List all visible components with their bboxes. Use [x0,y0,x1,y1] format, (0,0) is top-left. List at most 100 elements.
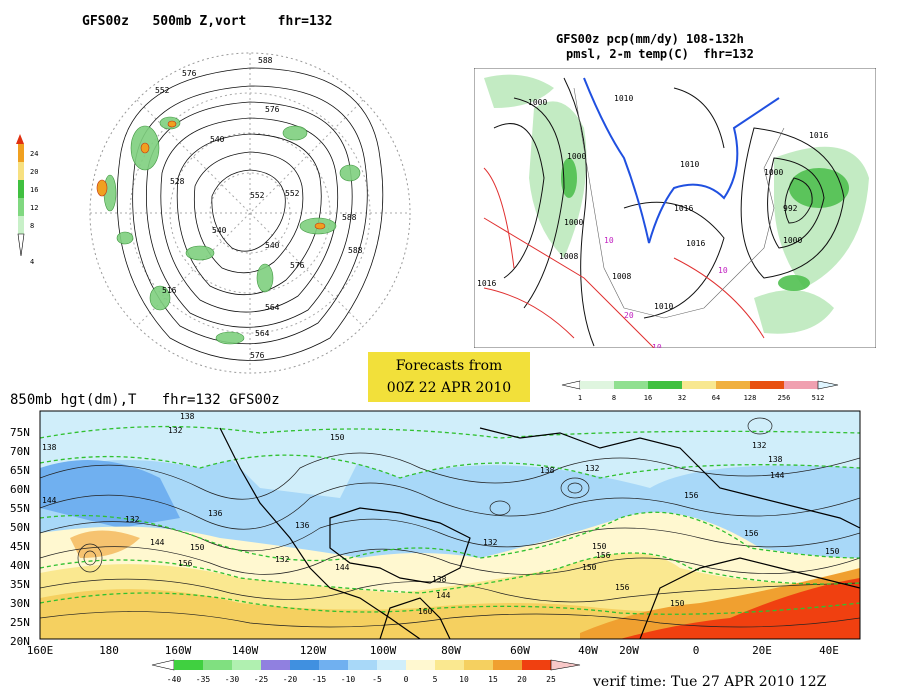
svg-text:138: 138 [432,575,447,584]
svg-text:-15: -15 [312,675,327,684]
svg-text:132: 132 [585,464,600,473]
svg-text:25: 25 [546,675,556,684]
forecast-init-date: 00Z 22 APR 2010 [386,380,512,396]
svg-text:16: 16 [644,394,652,402]
svg-text:1000: 1000 [567,152,586,161]
latitude-labels: 75N 70N 65N 60N 55N 50N 45N 40N 35N 30N … [10,426,30,648]
svg-text:1000: 1000 [528,98,547,107]
svg-text:512: 512 [812,394,825,402]
svg-text:25N: 25N [10,616,30,629]
svg-text:150: 150 [670,599,685,608]
svg-text:588: 588 [258,56,273,65]
svg-text:60W: 60W [510,644,530,657]
precip-heavy [561,158,849,291]
svg-text:138: 138 [540,466,555,475]
svg-text:1000: 1000 [764,168,783,177]
forecast-init-line1: Forecasts from [395,358,503,374]
svg-text:75N: 75N [10,426,30,439]
svg-text:5: 5 [433,675,438,684]
precip-color-scale: 1 8 16 32 64 128 256 512 [561,380,839,402]
svg-text:24: 24 [30,150,38,158]
hgt850-panel-title: 850mb hgt(dm),T fhr=132 GFS00z [10,392,280,408]
svg-text:156: 156 [615,583,630,592]
svg-text:64: 64 [712,394,720,402]
svg-text:0: 0 [693,644,700,657]
freezing-line [583,77,780,244]
svg-text:588: 588 [348,246,363,255]
svg-text:132: 132 [125,515,140,524]
vort-scale-bin [18,162,24,180]
svg-text:528: 528 [170,177,185,186]
svg-text:4: 4 [30,258,34,266]
svg-text:150: 150 [330,433,345,442]
svg-text:138: 138 [768,455,783,464]
svg-text:1008: 1008 [559,252,578,261]
svg-text:136: 136 [295,521,310,530]
vort-scale-ticks: 24 20 16 12 8 4 [30,150,38,266]
svg-text:1010: 1010 [654,302,673,311]
svg-text:136: 136 [208,509,223,518]
coastline [573,87,785,319]
svg-text:156: 156 [744,529,759,538]
svg-text:35N: 35N [10,578,30,591]
svg-text:1010: 1010 [680,160,699,169]
svg-text:1000: 1000 [783,236,802,245]
svg-text:-35: -35 [196,675,211,684]
temp-scale-ticks: -40 -35 -30 -25 -20 -15 -10 -5 0 5 10 15… [167,675,556,684]
svg-text:144: 144 [42,496,57,505]
svg-text:540: 540 [210,135,225,144]
svg-text:256: 256 [778,394,791,402]
svg-text:80W: 80W [441,644,461,657]
height-contours [116,67,384,361]
svg-text:150: 150 [582,563,597,572]
precip-panel-title-line1: GFS00z pcp(mm/dy) 108-132h [556,32,744,46]
vort-panel-title: GFS00z 500mb Z,vort fhr=132 [82,14,333,29]
svg-text:516: 516 [162,286,177,295]
hgt850-map: 138 132 150 138 132 144 132 136 136 132 … [10,410,861,657]
precip-isobar-labels: 1000 1010 1000 1000 1008 1016 1010 1016 … [477,94,828,311]
svg-text:1016: 1016 [686,239,705,248]
svg-text:576: 576 [250,351,265,360]
svg-text:138: 138 [42,443,57,452]
svg-text:552: 552 [285,189,300,198]
svg-text:128: 128 [744,394,757,402]
svg-text:10: 10 [459,675,469,684]
svg-text:65N: 65N [10,464,30,477]
svg-text:-30: -30 [225,675,240,684]
svg-text:576: 576 [265,105,280,114]
temp-isotherms [483,167,765,348]
svg-text:-40: -40 [167,675,182,684]
vort-scale-top-arrow [16,134,24,144]
svg-text:-20: -20 [283,675,298,684]
coastlines-borders [219,427,860,639]
temp-scale-bins [174,660,551,670]
polar-contour-labels: 576 588 552 540 528 540 552 564 576 588 … [155,56,363,360]
pmsl-isobars [493,77,845,347]
svg-text:20: 20 [624,311,634,320]
svg-text:156: 156 [684,491,699,500]
svg-text:16: 16 [30,186,38,194]
svg-text:20N: 20N [10,635,30,648]
svg-text:150: 150 [825,547,840,556]
svg-text:156: 156 [596,551,611,560]
svg-text:140W: 140W [232,644,259,657]
svg-text:576: 576 [182,69,197,78]
svg-text:144: 144 [436,591,451,600]
svg-text:20: 20 [30,168,38,176]
svg-text:32: 32 [678,394,686,402]
svg-text:1000: 1000 [564,218,583,227]
svg-text:50N: 50N [10,521,30,534]
svg-text:100W: 100W [370,644,397,657]
hgt850-map-frame [39,410,861,640]
precip-pmsl-map: 1000 1010 1000 1000 1008 1016 1010 1016 … [474,68,876,348]
svg-text:1016: 1016 [809,131,828,140]
vort-scale-bin [18,216,24,234]
svg-text:55N: 55N [10,502,30,515]
svg-text:180: 180 [99,644,119,657]
svg-text:144: 144 [770,471,785,480]
svg-text:10: 10 [604,236,614,245]
svg-text:150: 150 [190,543,205,552]
svg-text:1010: 1010 [614,94,633,103]
svg-text:564: 564 [265,303,280,312]
svg-text:552: 552 [155,86,170,95]
